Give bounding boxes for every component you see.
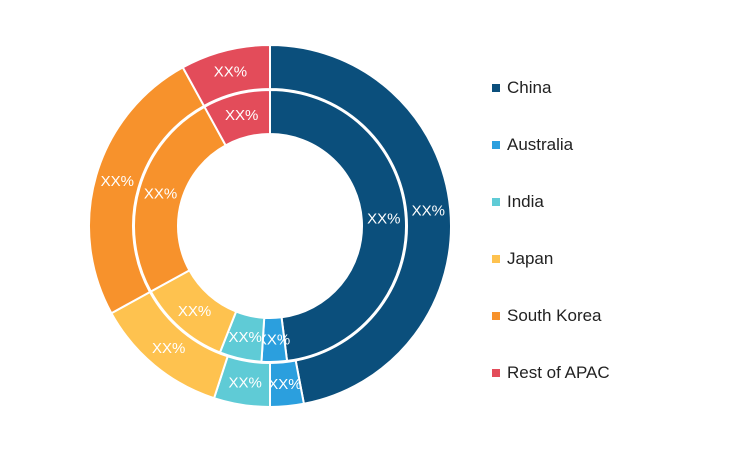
legend-swatch-australia [492, 141, 500, 149]
outer-ring-label-rest-of-apac: XX% [214, 63, 247, 80]
donut-chart: XX% XX% XX% XX% XX% XX% XX% XX% XX% XX% XX% XX% [88, 43, 452, 409]
legend-swatch-south-korea [492, 312, 500, 320]
outer-ring-label-australia: XX% [268, 376, 301, 393]
legend-item-japan: Japan [492, 243, 732, 275]
inner-ring-slice-china [269, 88, 407, 363]
legend-swatch-india [492, 198, 500, 206]
inner-ring-label-india: XX% [228, 329, 261, 346]
legend-swatch-rest-of-apac [492, 369, 500, 377]
legend-swatch-japan [492, 255, 500, 263]
legend-label-australia: Australia [507, 135, 574, 154]
legend-item-china: China [492, 72, 732, 104]
inner-ring-label-rest-of-apac: XX% [225, 107, 258, 124]
donut-chart-svg: XX%XX%XX%XX%XX%XX%XX%XX%XX%XX%XX%XX% [88, 43, 452, 409]
inner-ring-label-japan: XX% [178, 303, 211, 320]
legend-swatch-china [492, 84, 500, 92]
inner-ring-label-china: XX% [367, 210, 400, 227]
inner-ring-label-australia: XX% [257, 331, 290, 348]
outer-ring-label-south-korea: XX% [101, 173, 134, 190]
legend-item-south-korea: South Korea [492, 300, 732, 332]
legend-label-south-korea: South Korea [507, 306, 602, 325]
legend-item-india: India [492, 186, 732, 218]
legend-label-china: China [507, 78, 552, 97]
legend-label-india: India [507, 192, 544, 211]
legend: China Australia India Japan South Korea … [492, 72, 732, 414]
legend-item-rest-of-apac: Rest of APAC [492, 357, 732, 389]
outer-ring-label-china: XX% [412, 203, 445, 220]
legend-label-rest-of-apac: Rest of APAC [507, 363, 610, 382]
legend-item-australia: Australia [492, 129, 732, 161]
inner-ring-label-south-korea: XX% [144, 186, 177, 203]
outer-ring-label-india: XX% [228, 375, 261, 392]
outer-ring-label-japan: XX% [152, 340, 185, 357]
outer-ring-slice-china [269, 43, 452, 405]
legend-label-japan: Japan [507, 249, 554, 268]
outer-ring-slice-rest-of-apac [181, 43, 271, 108]
